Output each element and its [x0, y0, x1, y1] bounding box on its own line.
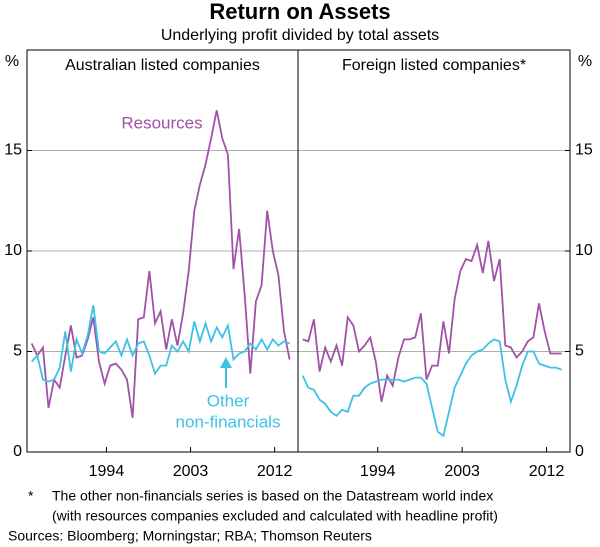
x-tick-label: 2003 — [444, 463, 480, 480]
y-tick-label: 0 — [13, 443, 22, 460]
panel-title: Australian listed companies — [65, 57, 260, 74]
sources: Sources: Bloomberg; Morningstar; RBA; Th… — [8, 528, 372, 544]
chart-title: Return on Assets — [209, 0, 390, 24]
x-tick-label: 2003 — [173, 463, 209, 480]
y-tick-label: 5 — [13, 343, 22, 360]
footnote: (with resources companies excluded and c… — [52, 508, 498, 524]
annotation: non-financials — [176, 412, 281, 431]
annotation-arrowhead — [220, 357, 232, 368]
y-tick-label: 5 — [575, 343, 584, 360]
y-tick-label: 10 — [4, 242, 22, 259]
footnote-marker: * — [28, 488, 34, 504]
panel-frame — [297, 49, 571, 453]
y-tick-label: 0 — [575, 443, 584, 460]
annotation: Resources — [121, 113, 202, 132]
y-tick-label: 15 — [575, 142, 593, 159]
y-unit: % — [578, 53, 592, 70]
data-line — [31, 305, 290, 383]
y-unit: % — [5, 53, 19, 70]
panel-title: Foreign listed companies* — [342, 57, 526, 74]
x-tick-label: 2012 — [529, 463, 565, 480]
data-line — [301, 338, 562, 438]
data-line — [302, 240, 562, 402]
footnote: The other non-financials series is based… — [52, 488, 493, 504]
x-tick-label: 1994 — [360, 463, 396, 480]
x-tick-label: 2012 — [257, 463, 293, 480]
x-tick-label: 1994 — [89, 463, 125, 480]
chart-subtitle: Underlying profit divided by total asset… — [161, 27, 439, 44]
y-tick-label: 15 — [4, 142, 22, 159]
annotation: Other — [207, 391, 250, 410]
y-tick-label: 10 — [575, 242, 593, 259]
